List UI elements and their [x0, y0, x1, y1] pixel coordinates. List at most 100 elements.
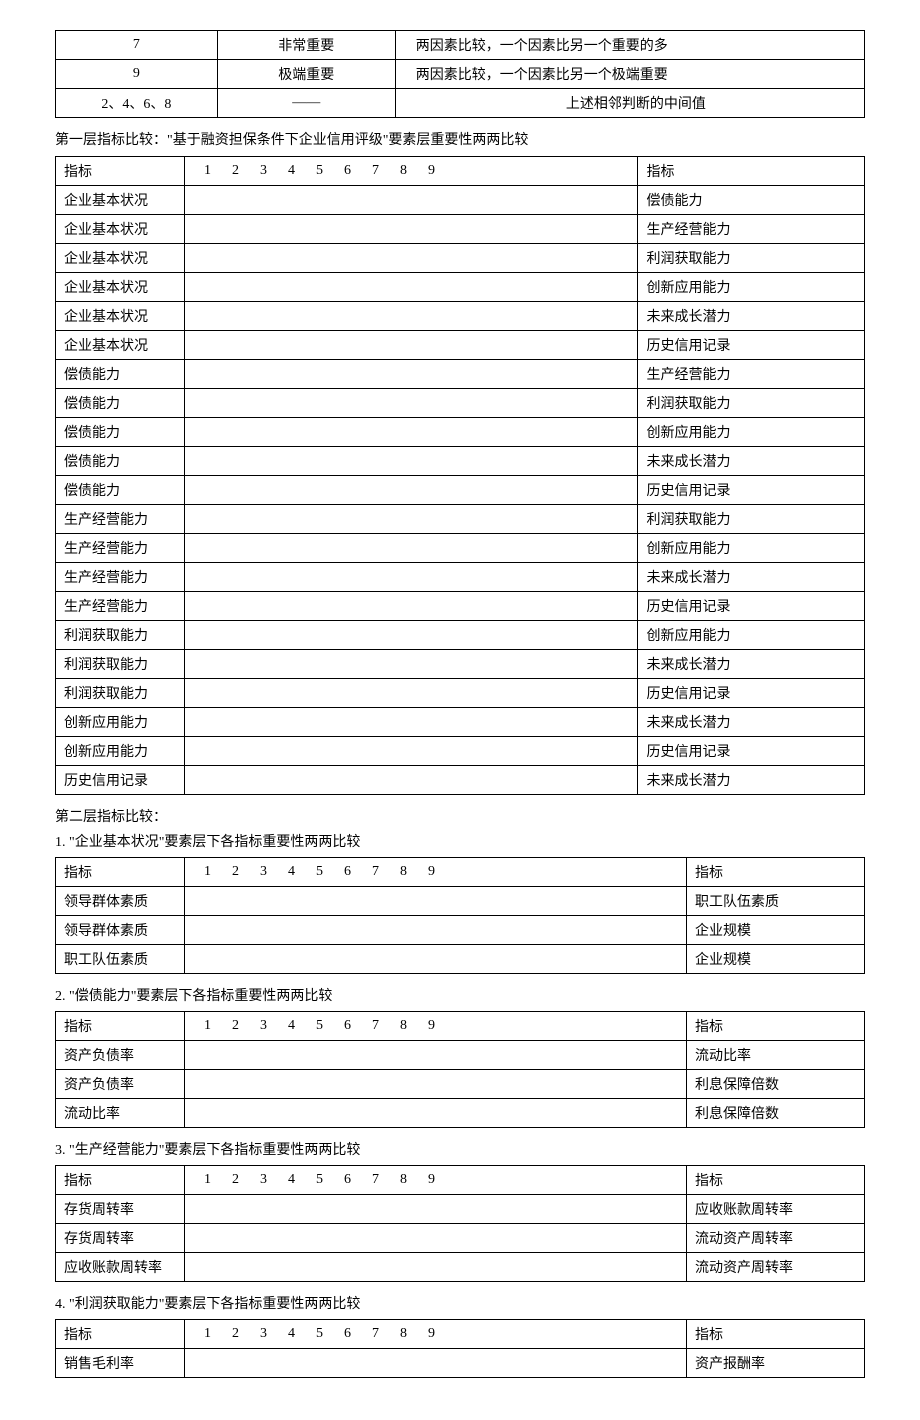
header-right: 指标 — [687, 858, 865, 887]
scale-number: 5 — [305, 1326, 333, 1342]
indicator-right: 利润获取能力 — [638, 389, 865, 418]
comparison-row: 存货周转率 应收账款周转率 — [56, 1195, 865, 1224]
comparison-cell[interactable] — [185, 505, 638, 534]
scale-number: 2 — [221, 1018, 249, 1034]
comparison-cell[interactable] — [185, 1099, 687, 1128]
comparison-cell[interactable] — [185, 650, 638, 679]
indicator-left: 企业基本状况 — [56, 273, 185, 302]
indicator-right: 创新应用能力 — [638, 621, 865, 650]
scale-number: 3 — [249, 1018, 277, 1034]
comparison-cell[interactable] — [185, 1253, 687, 1282]
comparison-row: 销售毛利率 资产报酬率 — [56, 1349, 865, 1378]
scale-number: 2 — [221, 1172, 249, 1188]
scale-table-body: 7 非常重要 两因素比较，一个因素比另一个重要的多 9 极端重要 两因素比较，一… — [56, 31, 865, 118]
comparison-cell[interactable] — [185, 679, 638, 708]
comparison-cell[interactable] — [185, 447, 638, 476]
comparison-row: 应收账款周转率 流动资产周转率 — [56, 1253, 865, 1282]
indicator-right: 流动比率 — [687, 1041, 865, 1070]
indicator-left: 企业基本状况 — [56, 244, 185, 273]
indicator-left: 利润获取能力 — [56, 621, 185, 650]
indicator-left: 应收账款周转率 — [56, 1253, 185, 1282]
scale-number: 2 — [221, 864, 249, 880]
indicator-right: 未来成长潜力 — [638, 447, 865, 476]
indicator-right: 未来成长潜力 — [638, 766, 865, 795]
comparison-cell[interactable] — [185, 244, 638, 273]
scale-number: 4 — [277, 163, 305, 179]
indicator-right: 利润获取能力 — [638, 244, 865, 273]
comparison-cell[interactable] — [185, 563, 638, 592]
comparison-row: 创新应用能力 历史信用记录 — [56, 737, 865, 766]
comparison-row: 职工队伍素质 企业规模 — [56, 945, 865, 974]
comparison-cell[interactable] — [185, 389, 638, 418]
comparison-cell[interactable] — [185, 534, 638, 563]
scale-number: 7 — [361, 864, 389, 880]
comparison-cell[interactable] — [185, 215, 638, 244]
comparison-cell[interactable] — [185, 916, 687, 945]
scale-number: 3 — [249, 1326, 277, 1342]
indicator-left: 企业基本状况 — [56, 331, 185, 360]
scale-number: 3 — [249, 1172, 277, 1188]
header-left: 指标 — [56, 858, 185, 887]
comparison-row: 创新应用能力 未来成长潜力 — [56, 708, 865, 737]
indicator-left: 历史信用记录 — [56, 766, 185, 795]
comparison-cell[interactable] — [185, 592, 638, 621]
scale-number: 9 — [417, 864, 445, 880]
scale-number: 5 — [305, 864, 333, 880]
indicator-right: 未来成长潜力 — [638, 708, 865, 737]
indicator-left: 生产经营能力 — [56, 592, 185, 621]
indicator-left: 存货周转率 — [56, 1195, 185, 1224]
comparison-cell[interactable] — [185, 708, 638, 737]
indicator-left: 生产经营能力 — [56, 534, 185, 563]
indicator-left: 企业基本状况 — [56, 186, 185, 215]
comparison-row: 领导群体素质 职工队伍素质 — [56, 887, 865, 916]
scale-number: 4 — [277, 1172, 305, 1188]
comparison-cell[interactable] — [185, 621, 638, 650]
indicator-left: 销售毛利率 — [56, 1349, 185, 1378]
comparison-row: 偿债能力 生产经营能力 — [56, 360, 865, 389]
scale-number: 9 — [417, 1172, 445, 1188]
comparison-row: 历史信用记录 未来成长潜力 — [56, 766, 865, 795]
comparison-cell[interactable] — [185, 1070, 687, 1099]
indicator-right: 流动资产周转率 — [687, 1224, 865, 1253]
indicator-right: 应收账款周转率 — [687, 1195, 865, 1224]
level2-intro: 第二层指标比较： — [55, 807, 865, 828]
indicator-right: 历史信用记录 — [638, 476, 865, 505]
comparison-cell[interactable] — [185, 1224, 687, 1253]
scale-number: 7 — [361, 1018, 389, 1034]
comparison-cell[interactable] — [185, 1195, 687, 1224]
scale-number: 6 — [333, 1018, 361, 1034]
section-title: 1. "企业基本状况"要素层下各指标重要性两两比较 — [55, 832, 865, 853]
comparison-cell[interactable] — [185, 737, 638, 766]
comparison-row: 生产经营能力 创新应用能力 — [56, 534, 865, 563]
comparison-cell[interactable] — [185, 1041, 687, 1070]
comparison-cell[interactable] — [185, 331, 638, 360]
scale-number: 4 — [277, 1326, 305, 1342]
scale-number: 8 — [389, 163, 417, 179]
indicator-left: 生产经营能力 — [56, 563, 185, 592]
section-comparison-table: 指标 123456789 指标 资产负债率 流动比率 资产负债率 利息保障倍数 … — [55, 1011, 865, 1128]
scale-number: 8 — [389, 864, 417, 880]
comparison-row: 生产经营能力 未来成长潜力 — [56, 563, 865, 592]
comparison-row: 偿债能力 历史信用记录 — [56, 476, 865, 505]
comparison-cell[interactable] — [185, 766, 638, 795]
scale-description: 两因素比较，一个因素比另一个极端重要 — [395, 60, 864, 89]
comparison-cell[interactable] — [185, 887, 687, 916]
section-title: 4. "利润获取能力"要素层下各指标重要性两两比较 — [55, 1294, 865, 1315]
scale-number: 2 — [221, 163, 249, 179]
indicator-left: 流动比率 — [56, 1099, 185, 1128]
comparison-cell[interactable] — [185, 273, 638, 302]
comparison-cell[interactable] — [185, 418, 638, 447]
comparison-cell[interactable] — [185, 476, 638, 505]
scale-header: 123456789 — [185, 1320, 687, 1349]
scale-number: 9 — [417, 1018, 445, 1034]
scale-number: 7 — [361, 1172, 389, 1188]
comparison-cell[interactable] — [185, 1349, 687, 1378]
header-right: 指标 — [687, 1166, 865, 1195]
header-left: 指标 — [56, 1320, 185, 1349]
comparison-cell[interactable] — [185, 302, 638, 331]
comparison-cell[interactable] — [185, 945, 687, 974]
comparison-cell[interactable] — [185, 360, 638, 389]
scale-label: —— — [217, 89, 395, 118]
comparison-cell[interactable] — [185, 186, 638, 215]
indicator-left: 偿债能力 — [56, 476, 185, 505]
